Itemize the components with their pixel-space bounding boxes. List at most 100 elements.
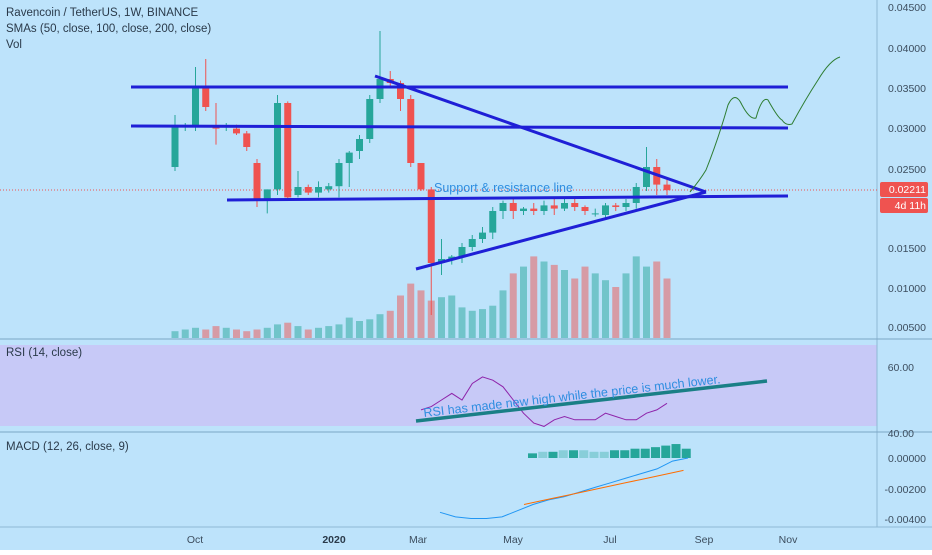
- volume-bar: [458, 307, 466, 338]
- macd-pane[interactable]: [0, 433, 877, 527]
- macd-histogram-bar: [671, 444, 681, 458]
- volume-bar: [181, 329, 189, 338]
- candle-body: [663, 184, 671, 191]
- macd-histogram-bar: [579, 450, 589, 458]
- candle-body: [315, 187, 322, 193]
- volume-bar: [294, 326, 302, 338]
- candle-body: [243, 133, 251, 147]
- volume-bar: [612, 287, 620, 338]
- volume-bar: [335, 324, 343, 338]
- time-label: Jul: [603, 534, 616, 546]
- volume-bar: [222, 327, 230, 338]
- macd-tick: -0.00400: [885, 514, 927, 526]
- volume-bar: [315, 327, 322, 338]
- price-tick: 0.04500: [888, 2, 926, 14]
- volume-bar: [550, 264, 558, 338]
- time-label: May: [503, 534, 524, 546]
- candle-body: [335, 163, 343, 187]
- macd-histogram-bar: [558, 450, 568, 458]
- volume-bar: [171, 331, 179, 338]
- macd-histogram-bar: [620, 450, 630, 458]
- time-label: Sep: [695, 534, 714, 546]
- candle-body: [263, 189, 271, 199]
- volume-bar: [581, 266, 589, 338]
- volume-bar: [479, 309, 486, 338]
- projected-path: [689, 56, 841, 193]
- candle-body: [356, 139, 363, 151]
- price-tick: 0.03000: [888, 123, 926, 135]
- candle-body: [581, 207, 589, 211]
- volume-bar: [632, 256, 640, 338]
- signal-line: [523, 469, 684, 505]
- volume-bar: [192, 327, 199, 338]
- volume-bar: [663, 278, 671, 338]
- time-label: Oct: [187, 534, 203, 546]
- candle-body: [274, 103, 281, 190]
- volume-bar: [448, 295, 456, 338]
- volume-bar: [499, 290, 507, 338]
- volume-bar: [571, 278, 579, 338]
- candle-body: [550, 205, 558, 209]
- candle-body: [253, 163, 261, 199]
- price-tick: 0.00500: [888, 322, 926, 334]
- volume-bar: [345, 317, 353, 338]
- candle-body: [171, 127, 179, 167]
- time-axis[interactable]: Oct 2020 Mar May Jul Sep Nov: [187, 534, 798, 546]
- volume-bar: [325, 326, 333, 338]
- macd-histogram-bar: [640, 448, 650, 458]
- candle-body: [479, 232, 486, 239]
- volume-indicator-label[interactable]: Vol: [6, 39, 22, 51]
- price-tick: 0.02500: [888, 164, 926, 176]
- candle-body: [427, 189, 435, 263]
- price-axis: 0.04500 0.04000 0.03500 0.03000 0.02500 …: [888, 2, 926, 334]
- rsi-trendline: [415, 379, 768, 423]
- macd-tick: -0.00200: [885, 484, 927, 496]
- support-line: [226, 194, 789, 202]
- volume-bar: [417, 290, 425, 338]
- price-tick: 0.01500: [888, 243, 926, 255]
- volume-bar: [366, 319, 374, 338]
- last-price-badge: [880, 182, 928, 197]
- rsi-label[interactable]: RSI (14, close): [6, 347, 82, 359]
- last-price-value: 0.02211: [889, 184, 926, 196]
- candle-body: [376, 79, 384, 99]
- volume-bar: [304, 329, 312, 338]
- volume-bar: [243, 331, 251, 338]
- candle-body: [458, 247, 466, 257]
- price-tick: 0.03500: [888, 83, 926, 95]
- volume-bar: [438, 297, 445, 338]
- time-label: Mar: [409, 534, 428, 546]
- volume-bar: [202, 329, 210, 338]
- price-axis-area[interactable]: [877, 0, 932, 550]
- volume-bar: [233, 329, 240, 338]
- volume-bar: [561, 270, 568, 338]
- sma-indicator-label[interactable]: SMAs (50, close, 100, close, 200, close): [6, 23, 211, 35]
- candle-body: [643, 167, 650, 187]
- volume-bar: [520, 266, 527, 338]
- macd-histogram-bar: [651, 447, 660, 458]
- macd-histogram-bar: [589, 451, 599, 458]
- volume-bar: [509, 273, 517, 338]
- candles: [171, 31, 671, 315]
- volume-bar: [407, 283, 415, 338]
- macd-label[interactable]: MACD (12, 26, close, 9): [6, 441, 129, 453]
- candle-body: [284, 103, 292, 198]
- macd-tick: 0.00000: [888, 453, 926, 465]
- macd-histogram-bar: [630, 448, 640, 458]
- candle-body: [325, 186, 333, 190]
- candle-body: [591, 213, 599, 215]
- candle-body: [561, 203, 568, 209]
- macd-histogram-bar: [538, 451, 548, 458]
- rsi-line: [420, 376, 668, 427]
- candle-body: [632, 187, 640, 203]
- candle-body: [571, 203, 579, 207]
- price-pane[interactable]: [0, 0, 877, 339]
- chart-title[interactable]: Ravencoin / TetherUS, 1W, BINANCE: [6, 7, 198, 19]
- volume-bar: [253, 329, 261, 338]
- macd-histogram-bar: [610, 450, 619, 458]
- volume-bar: [622, 273, 630, 338]
- volume-bar: [356, 321, 363, 338]
- price-tick: 0.01000: [888, 283, 926, 295]
- candle-body: [499, 203, 507, 211]
